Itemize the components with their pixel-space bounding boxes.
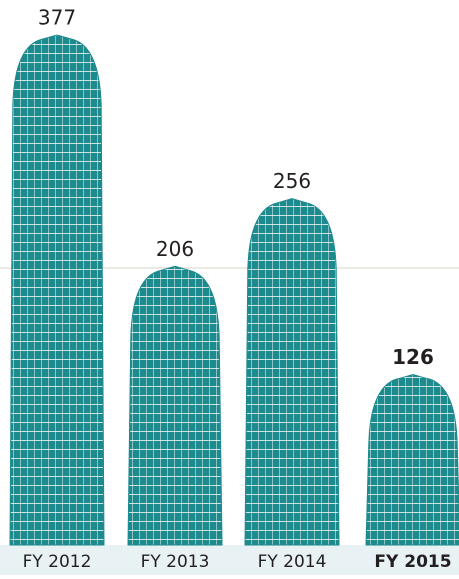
value-label: 256 xyxy=(273,169,311,193)
value-label: 377 xyxy=(38,6,76,30)
building-bar xyxy=(127,265,223,546)
label-strip xyxy=(0,545,459,575)
x-tick-label: FY 2015 xyxy=(374,552,451,572)
building-bar xyxy=(365,374,459,546)
x-tick-label: FY 2013 xyxy=(141,552,210,572)
x-tick-label: FY 2014 xyxy=(258,552,327,572)
value-label: 206 xyxy=(156,237,194,261)
x-tick-label: FY 2012 xyxy=(23,552,92,572)
value-label: 126 xyxy=(392,345,434,369)
building-bar xyxy=(9,34,105,546)
building-bar xyxy=(244,198,340,546)
